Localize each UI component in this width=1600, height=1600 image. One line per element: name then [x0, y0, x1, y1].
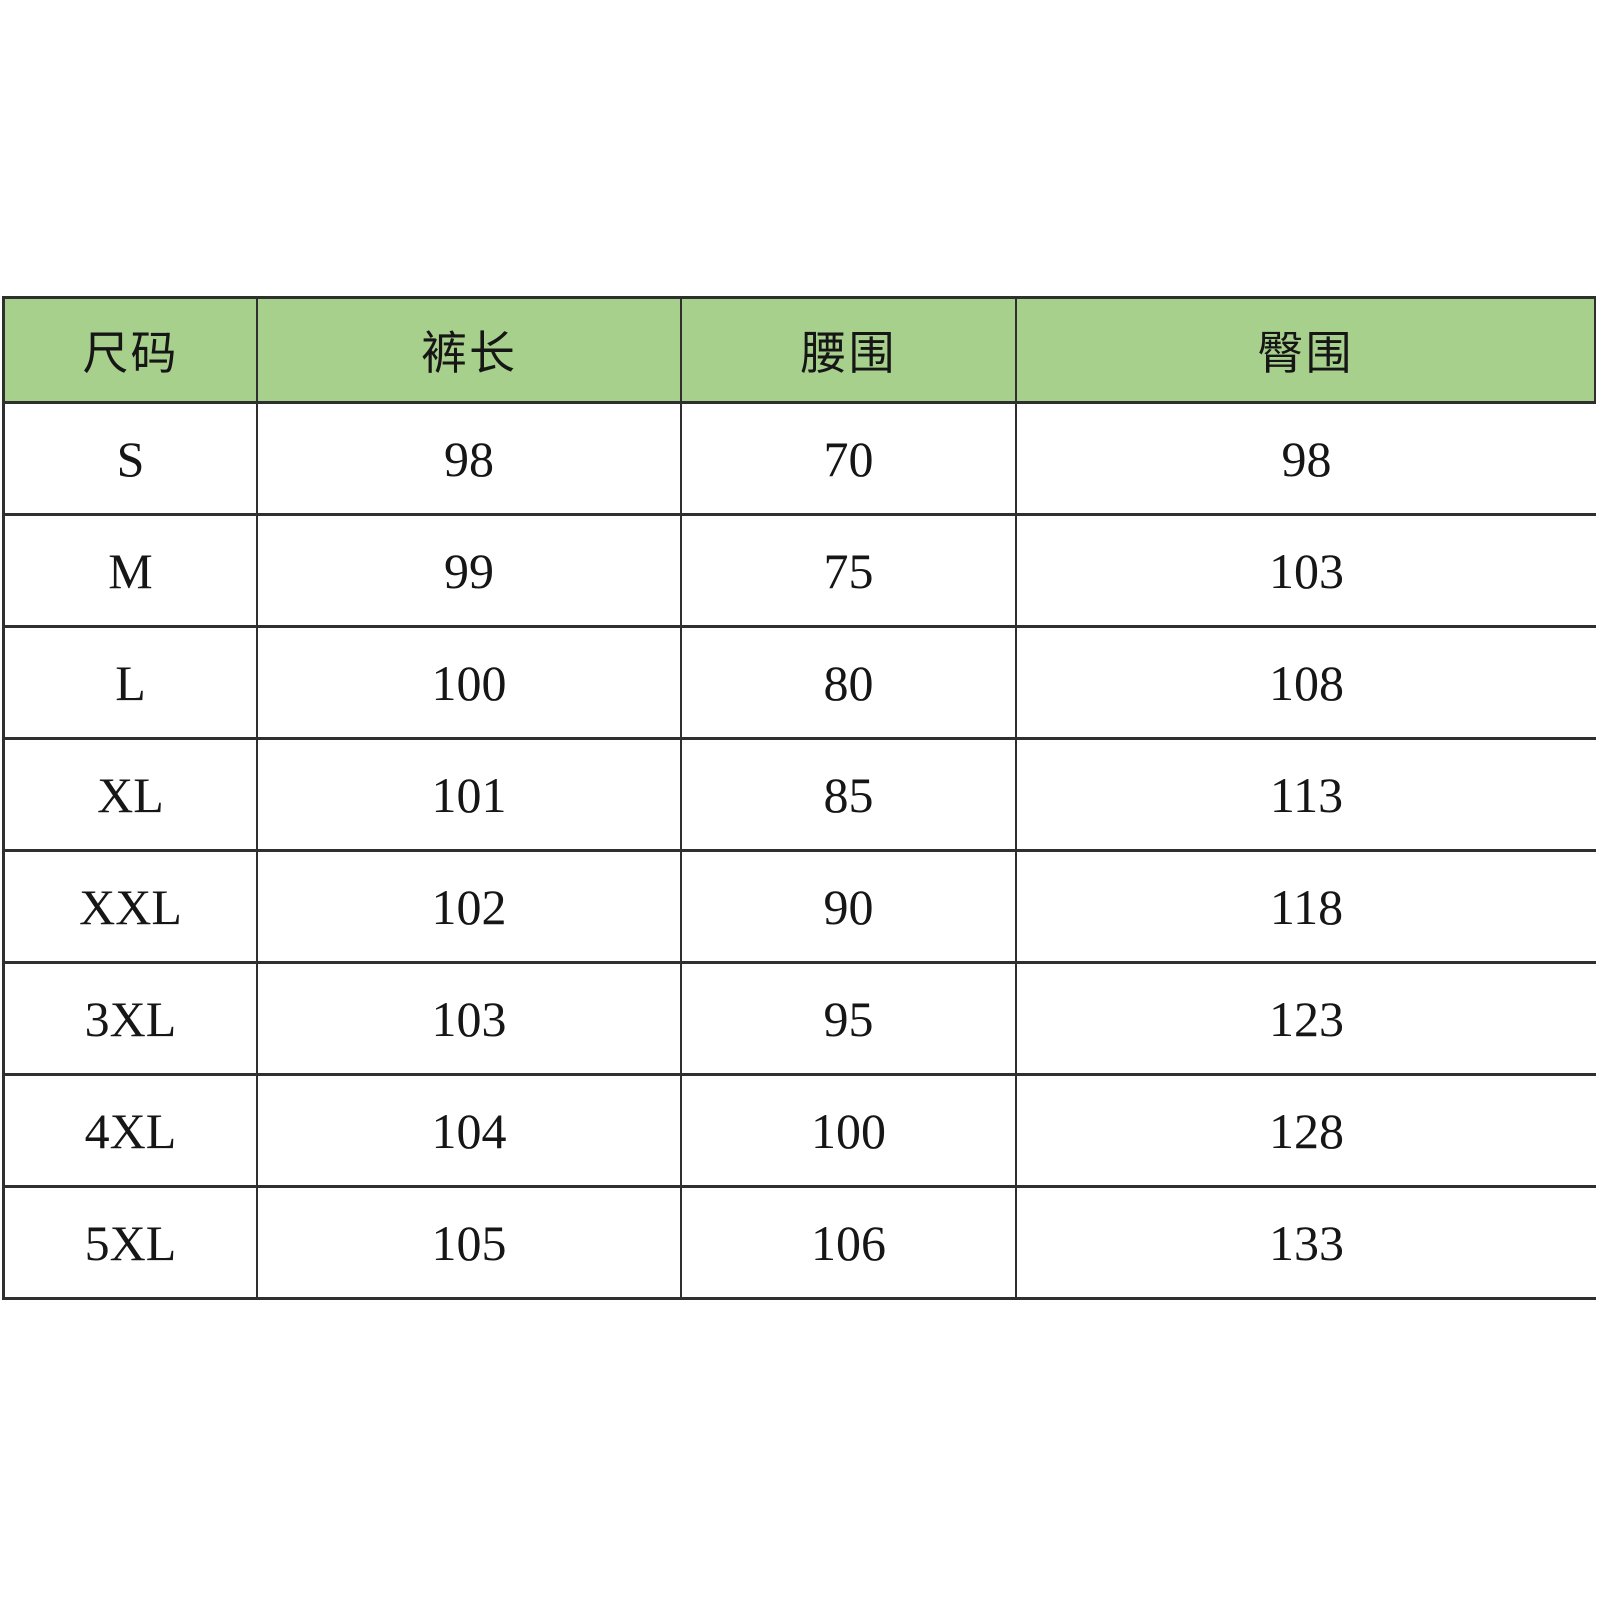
table-row: 5XL 105 106 133: [2, 1188, 1596, 1300]
header-cell-hip: 臀围: [1017, 296, 1596, 404]
cell-size: L: [2, 628, 258, 740]
table-row: M 99 75 103: [2, 516, 1596, 628]
cell-hip: 123: [1017, 964, 1596, 1076]
cell-size: XL: [2, 740, 258, 852]
table-row: 3XL 103 95 123: [2, 964, 1596, 1076]
cell-pants-length: 98: [258, 404, 682, 516]
cell-waist: 75: [682, 516, 1017, 628]
cell-size: M: [2, 516, 258, 628]
cell-hip: 133: [1017, 1188, 1596, 1300]
cell-waist: 100: [682, 1076, 1017, 1188]
size-table: 尺码 裤长 腰围 臀围 S 98 70 98 M 99 75 103 L 100…: [2, 296, 1596, 1300]
cell-waist: 90: [682, 852, 1017, 964]
cell-size: S: [2, 404, 258, 516]
cell-waist: 70: [682, 404, 1017, 516]
cell-waist: 85: [682, 740, 1017, 852]
cell-pants-length: 104: [258, 1076, 682, 1188]
cell-waist: 80: [682, 628, 1017, 740]
cell-hip: 113: [1017, 740, 1596, 852]
table-row: S 98 70 98: [2, 404, 1596, 516]
cell-hip: 118: [1017, 852, 1596, 964]
cell-waist: 95: [682, 964, 1017, 1076]
header-row: 尺码 裤长 腰围 臀围: [2, 296, 1596, 404]
cell-hip: 103: [1017, 516, 1596, 628]
table-row: XXL 102 90 118: [2, 852, 1596, 964]
cell-pants-length: 102: [258, 852, 682, 964]
table-row: XL 101 85 113: [2, 740, 1596, 852]
cell-waist: 106: [682, 1188, 1017, 1300]
table-row: 4XL 104 100 128: [2, 1076, 1596, 1188]
cell-hip: 98: [1017, 404, 1596, 516]
cell-pants-length: 99: [258, 516, 682, 628]
cell-size: 4XL: [2, 1076, 258, 1188]
cell-size: 5XL: [2, 1188, 258, 1300]
cell-hip: 108: [1017, 628, 1596, 740]
cell-pants-length: 105: [258, 1188, 682, 1300]
header-cell-pants-length: 裤长: [258, 296, 682, 404]
table-row: L 100 80 108: [2, 628, 1596, 740]
cell-hip: 128: [1017, 1076, 1596, 1188]
cell-size: 3XL: [2, 964, 258, 1076]
header-cell-size-code: 尺码: [2, 296, 258, 404]
cell-pants-length: 100: [258, 628, 682, 740]
header-cell-waist: 腰围: [682, 296, 1017, 404]
cell-pants-length: 103: [258, 964, 682, 1076]
cell-pants-length: 101: [258, 740, 682, 852]
cell-size: XXL: [2, 852, 258, 964]
